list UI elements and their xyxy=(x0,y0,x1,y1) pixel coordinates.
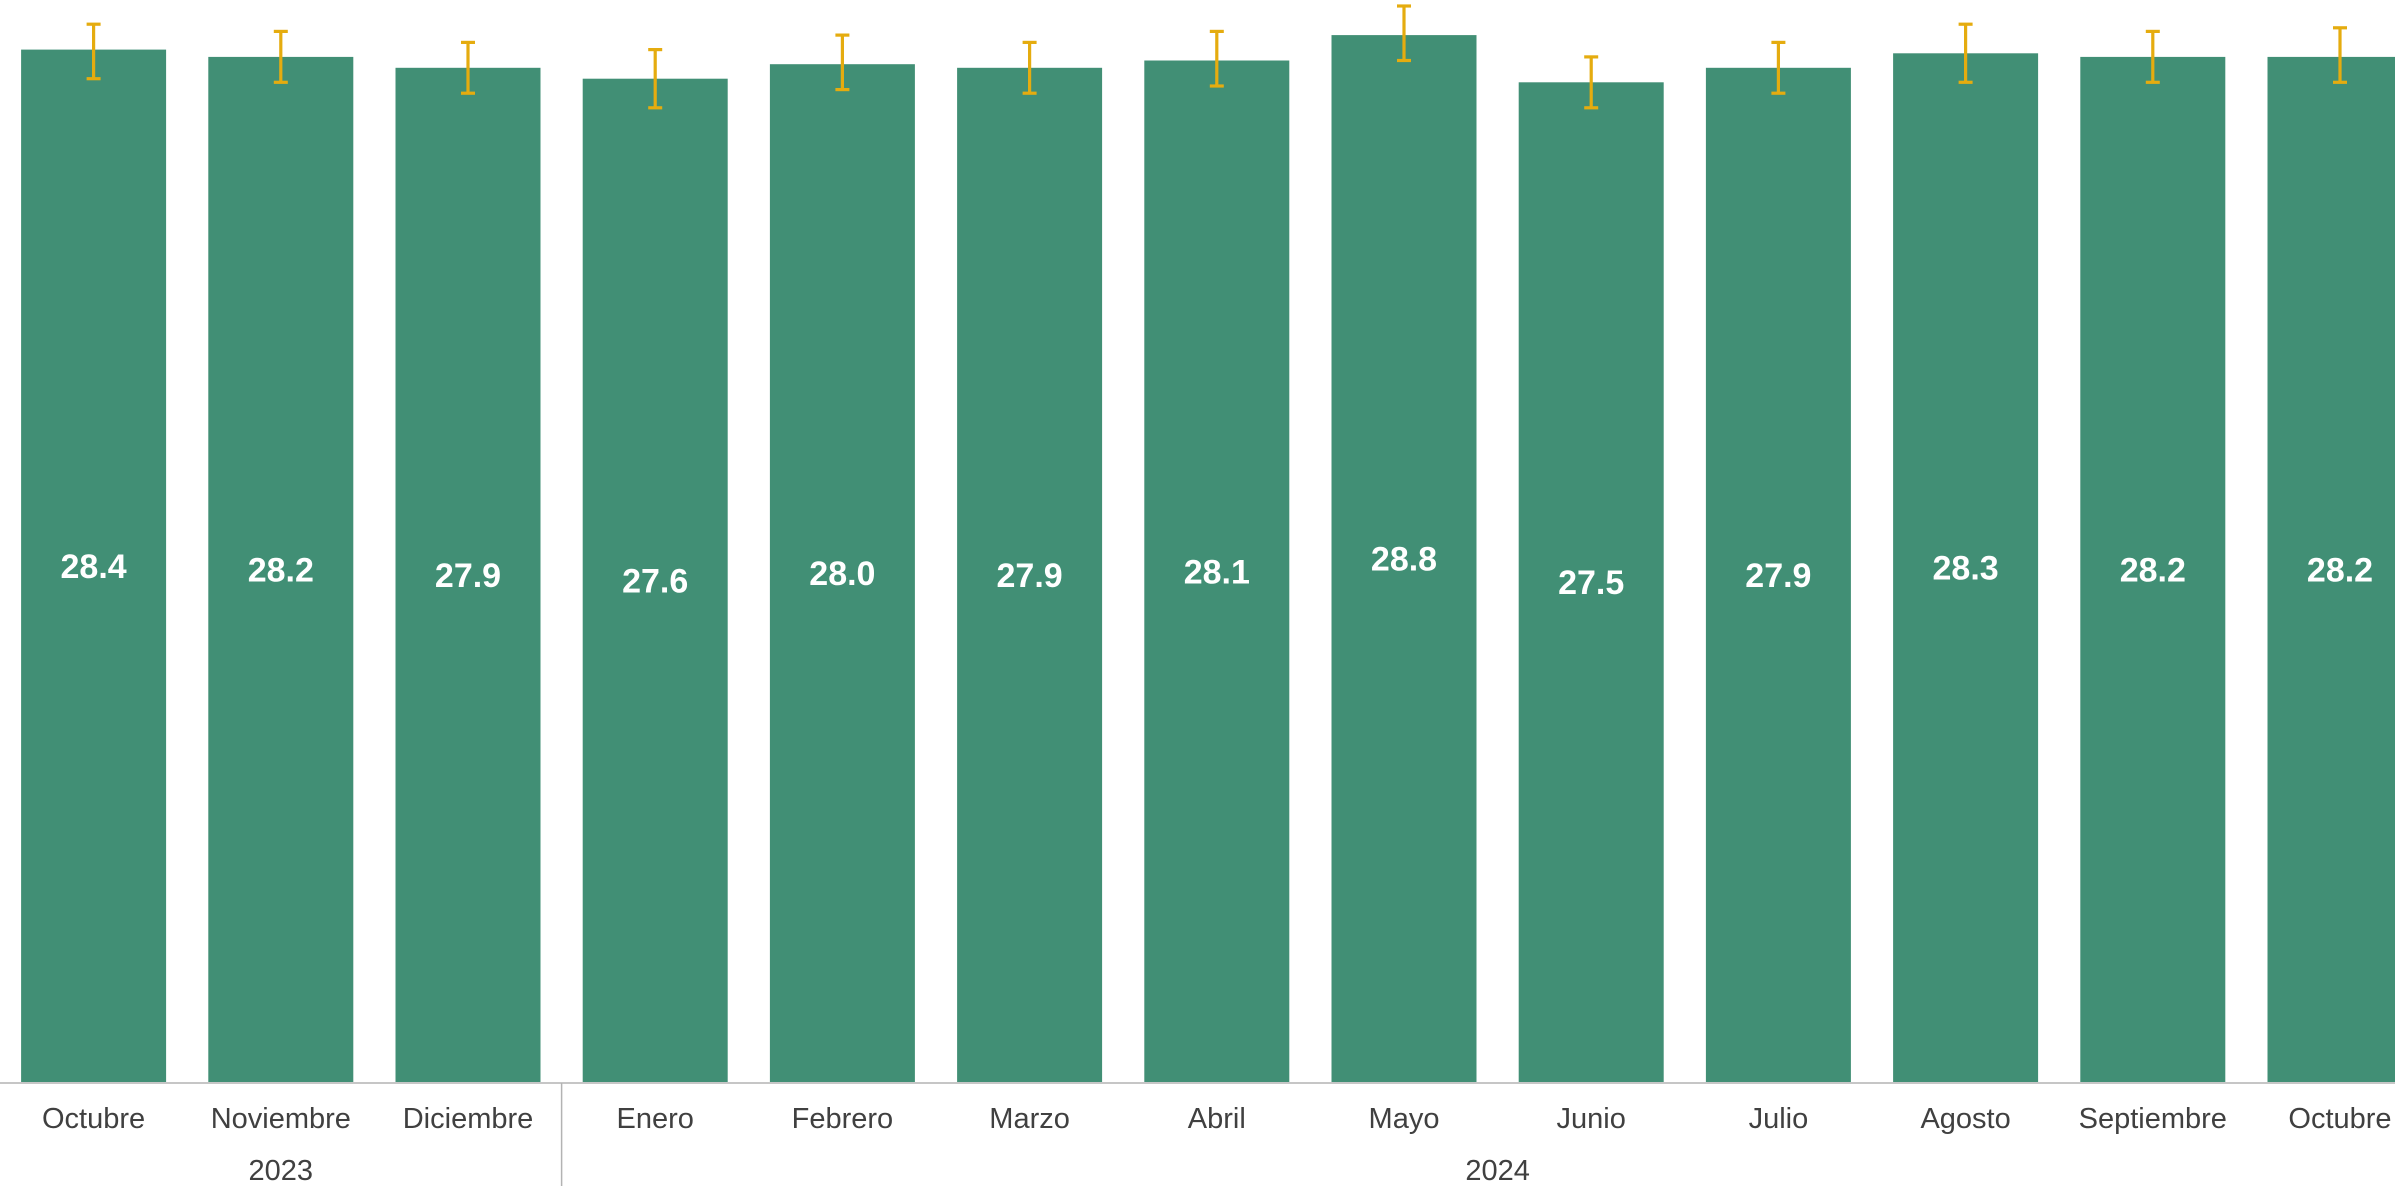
x-tick-label-10: Agosto xyxy=(1920,1103,2010,1135)
value-label-5: 27.9 xyxy=(997,557,1063,595)
error-bar-0 xyxy=(86,22,101,81)
error-bar-12 xyxy=(2333,26,2347,84)
error-bar-11 xyxy=(2145,29,2160,84)
error-bars-layer xyxy=(86,4,2347,110)
x-tick-label-7: Mayo xyxy=(1369,1103,1440,1135)
bar-6 xyxy=(1144,60,1290,1082)
bar-7 xyxy=(1331,35,1477,1083)
bar-11 xyxy=(2080,56,2226,1082)
value-label-2: 27.9 xyxy=(435,557,501,595)
x-tick-label-8: Junio xyxy=(1557,1103,1626,1135)
x-tick-label-5: Marzo xyxy=(989,1103,1070,1135)
bar-2 xyxy=(395,67,541,1083)
bars-layer xyxy=(21,35,2395,1083)
value-label-4: 28.0 xyxy=(809,555,875,593)
bar-4 xyxy=(769,64,915,1082)
x-tick-label-11: Septiembre xyxy=(2079,1103,2227,1135)
error-bar-5 xyxy=(1022,40,1037,95)
x-tick-label-4: Febrero xyxy=(792,1103,894,1135)
bar-5 xyxy=(957,67,1103,1083)
bar-12 xyxy=(2267,56,2395,1082)
error-bar-10 xyxy=(1958,22,1973,84)
year-groups-layer: 2023 2024 xyxy=(249,1083,1530,1186)
error-bar-3 xyxy=(648,47,663,110)
value-label-0: 28.4 xyxy=(61,548,127,586)
group-label-2024: 2024 xyxy=(1465,1155,1530,1186)
x-tick-label-12: Octubre xyxy=(2288,1103,2391,1135)
value-label-6: 28.1 xyxy=(1184,553,1250,591)
value-label-10: 28.3 xyxy=(1933,550,1999,588)
tick-labels-layer: Octubre Noviembre Diciembre Enero Febrero Mar… xyxy=(42,1103,2392,1135)
value-label-7: 28.8 xyxy=(1371,541,1437,579)
value-labels-layer: 28.4 28.2 27.9 27.6 28.0 27.9 28.1 28.8 27.5 27.9… xyxy=(61,541,2374,603)
bar-8 xyxy=(1518,82,1664,1083)
x-tick-label-3: Enero xyxy=(617,1103,694,1135)
bar-9 xyxy=(1705,67,1851,1083)
value-label-11: 28.2 xyxy=(2120,551,2186,589)
bar-1 xyxy=(208,56,354,1082)
error-bar-9 xyxy=(1771,40,1786,95)
error-bar-7 xyxy=(1397,4,1411,63)
x-tick-label-0: Octubre xyxy=(42,1103,145,1135)
x-tick-label-6: Abril xyxy=(1188,1103,1246,1135)
x-tick-label-2: Diciembre xyxy=(403,1103,534,1135)
bar-3 xyxy=(582,78,728,1082)
group-label-2023: 2023 xyxy=(249,1155,314,1186)
value-label-9: 27.9 xyxy=(1745,557,1811,595)
value-label-1: 28.2 xyxy=(248,551,314,589)
bar-0 xyxy=(21,49,167,1083)
x-tick-label-9: Julio xyxy=(1749,1103,1809,1135)
error-bar-1 xyxy=(273,29,288,84)
value-label-8: 27.5 xyxy=(1558,564,1624,602)
error-bar-6 xyxy=(1209,29,1224,88)
error-bar-8 xyxy=(1584,55,1599,110)
error-bar-4 xyxy=(835,33,850,92)
value-label-3: 27.6 xyxy=(622,562,688,600)
x-tick-label-1: Noviembre xyxy=(211,1103,351,1135)
error-bar-2 xyxy=(461,40,475,95)
value-label-12: 28.2 xyxy=(2307,551,2373,589)
bar-10 xyxy=(1893,53,2039,1082)
